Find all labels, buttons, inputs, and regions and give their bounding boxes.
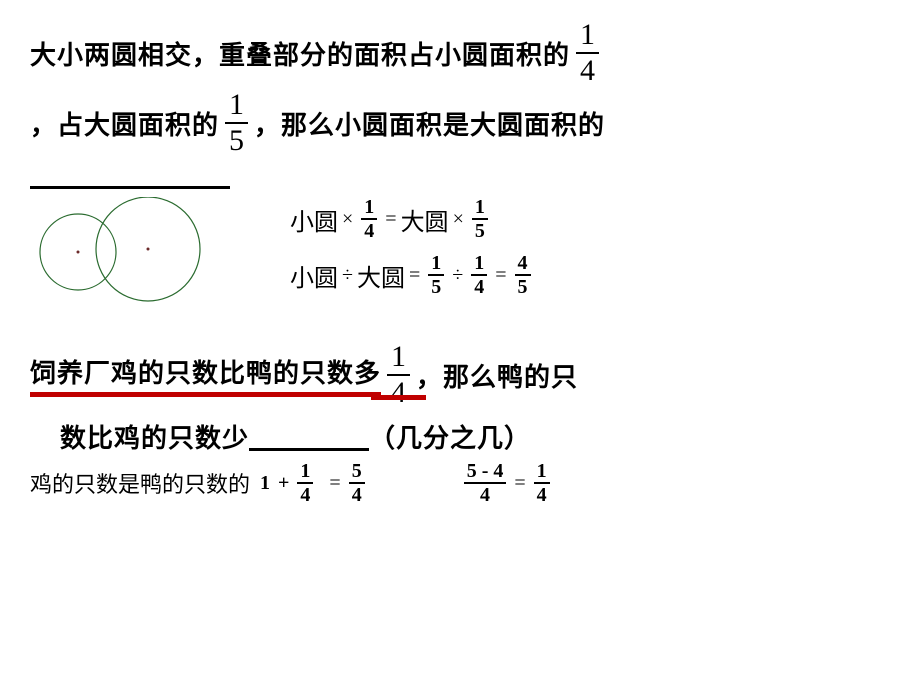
p2-blank <box>249 422 369 451</box>
p1-eq1: 小圆 × 1 4 = 大圆 × 1 5 <box>290 197 535 241</box>
p2-bottom: 鸡的只数是鸭的只数的 1 + 1 4 = 5 4 5 - 4 4 = 1 4 <box>30 461 890 505</box>
p2-bottom-label: 鸡的只数是鸭的只数的 <box>30 467 250 499</box>
p1-frac2: 1 5 <box>225 90 248 156</box>
p1-text1: 大小两圆相交，重叠部分的面积占小圆面积的 <box>30 35 570 72</box>
p1-blank <box>30 160 230 189</box>
problem-1: 大小两圆相交，重叠部分的面积占小圆面积的 1 4 ，占大圆面积的 1 5 ，那么… <box>30 20 890 312</box>
p1-work: 小圆 × 1 4 = 大圆 × 1 5 小圆 ÷ 大圆 = <box>30 197 890 312</box>
eq-frac: 5 - 4 4 <box>464 461 507 505</box>
p2-line2: 数比鸡的只数少 （几分之几） <box>60 418 890 455</box>
p1-equations: 小圆 × 1 4 = 大圆 × 1 5 小圆 ÷ 大圆 = <box>290 197 535 309</box>
p1-line1: 大小两圆相交，重叠部分的面积占小圆面积的 1 4 <box>30 20 890 86</box>
eq-frac: 4 5 <box>515 253 531 297</box>
p1-line2: ，占大圆面积的 1 5 ，那么小圆面积是大圆面积的 <box>30 90 890 156</box>
p2-line1: 饲养厂鸡的只数比鸭的只数多 1 4 ，那么鸭的只 <box>30 342 890 408</box>
problem-2: 饲养厂鸡的只数比鸭的只数多 1 4 ，那么鸭的只 数比鸡的只数少 （几分之几） … <box>30 342 890 505</box>
p1-line3 <box>30 160 890 189</box>
p1-frac1: 1 4 <box>576 20 599 86</box>
eq-frac: 5 4 <box>349 461 365 505</box>
eq-frac: 1 5 <box>428 253 444 297</box>
p2-text2b: （几分之几） <box>369 418 531 455</box>
p1-eq2: 小圆 ÷ 大圆 = 1 5 ÷ 1 4 = 4 5 <box>290 253 535 297</box>
eq-frac: 1 5 <box>472 197 488 241</box>
eq-frac: 1 4 <box>534 461 550 505</box>
p2-text1a: 饲养厂鸡的只数比鸭的只数多 <box>30 353 381 397</box>
p1-text2b: ，那么小圆面积是大圆面积的 <box>254 105 605 142</box>
p1-text2a: ，占大圆面积的 <box>30 105 219 142</box>
eq-frac: 1 4 <box>361 197 377 241</box>
p2-text2a: 数比鸡的只数少 <box>60 418 249 455</box>
p2-text1b: ，那么鸭的只 <box>416 357 578 394</box>
eq-frac: 1 4 <box>471 253 487 297</box>
circles-diagram <box>30 197 220 312</box>
eq-frac: 1 4 <box>297 461 313 505</box>
